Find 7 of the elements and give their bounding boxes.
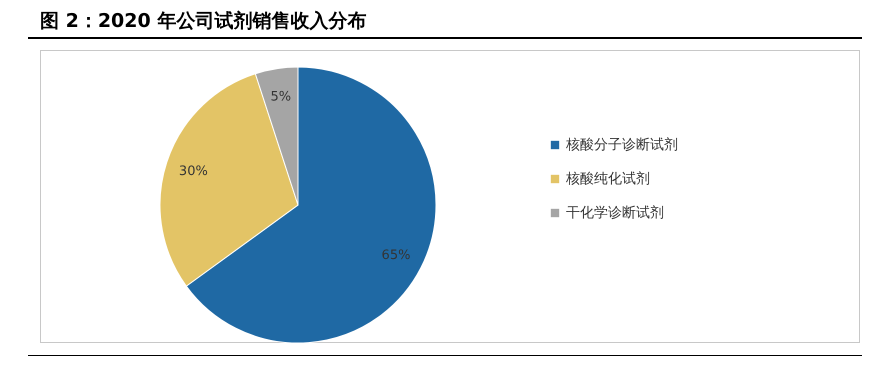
data-label: 30% — [178, 164, 208, 180]
legend-label: 核酸分子诊断试剂 — [565, 137, 678, 153]
legend-label: 核酸纯化试剂 — [565, 171, 650, 187]
data-label: 65% — [382, 248, 410, 263]
legend-label: 干化学诊断试剂 — [566, 205, 664, 221]
data-label: 5% — [270, 89, 292, 104]
chart-title: 图 2：2020 年公司试剂销售收入分布 — [40, 10, 366, 32]
